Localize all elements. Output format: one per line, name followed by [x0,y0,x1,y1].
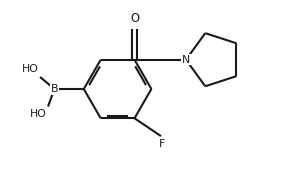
Text: B: B [51,84,58,94]
Text: O: O [130,12,139,25]
Text: HO: HO [30,109,46,119]
Text: F: F [159,139,166,149]
Text: N: N [182,55,190,65]
Text: HO: HO [22,64,39,74]
